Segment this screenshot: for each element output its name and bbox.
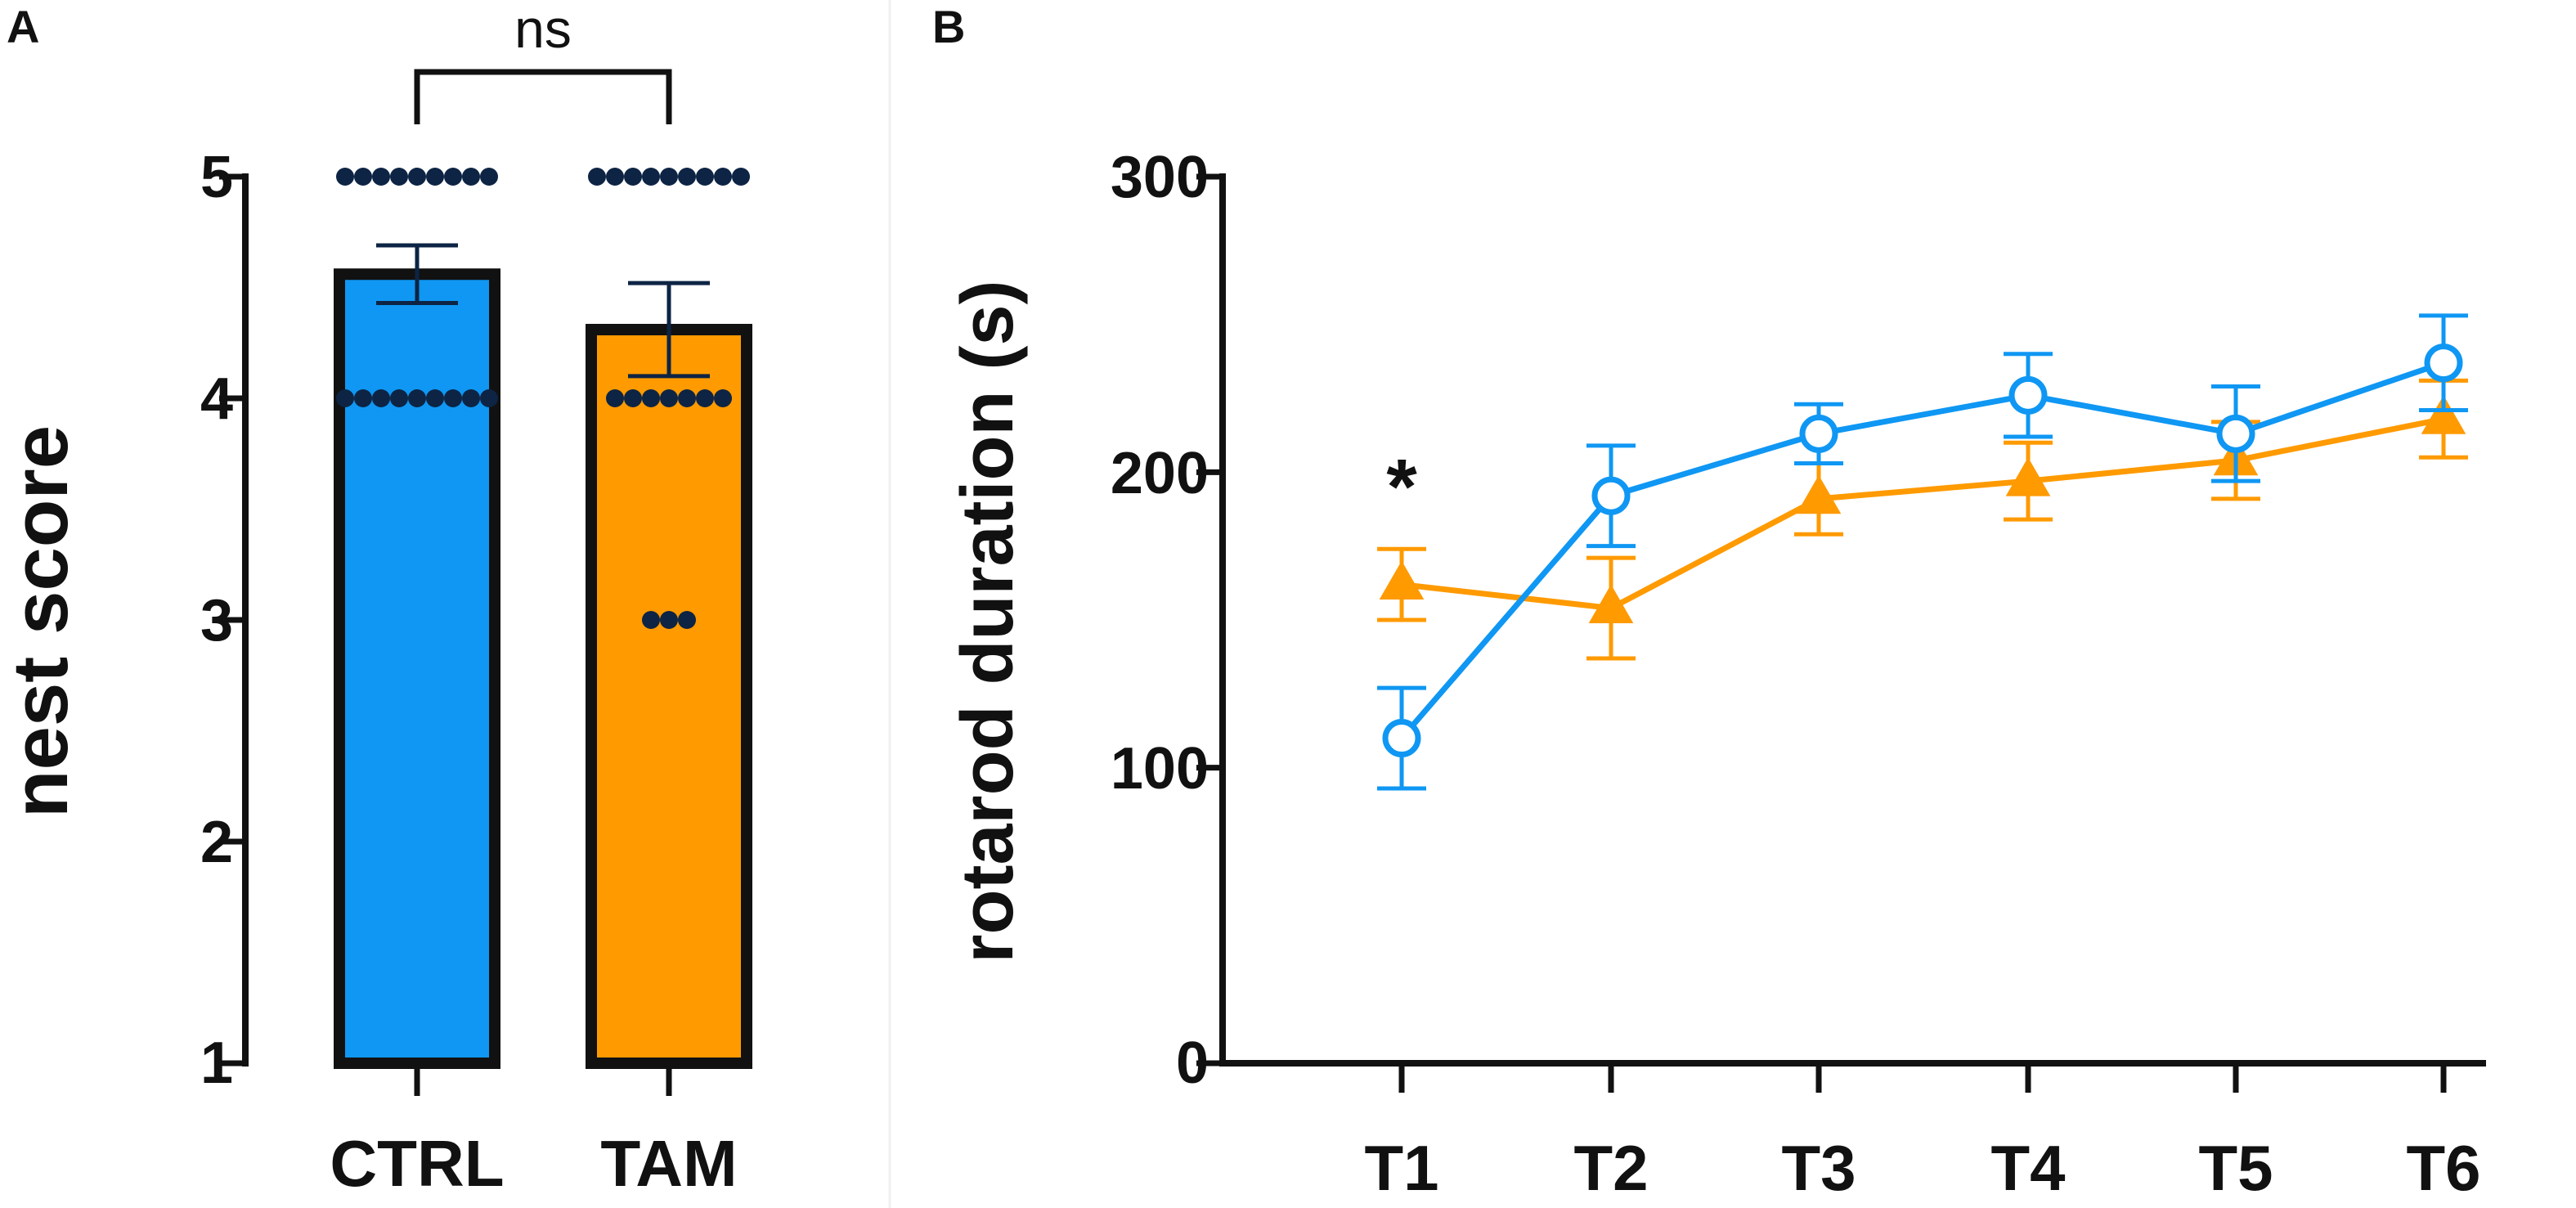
series-line — [1399, 360, 2445, 740]
data-point — [678, 611, 696, 629]
data-point — [426, 168, 444, 186]
panel-b: B rotarod duration (s) 0 100 200 300 T1 … — [932, 1, 2486, 1204]
panel-b-y-tick-labels: 0 100 200 300 — [1111, 145, 1209, 1096]
data-point — [480, 168, 498, 186]
marker-circle — [1382, 719, 1421, 758]
a-ytick-label: 5 — [200, 145, 233, 210]
panel-a-y-axis-title: nest score — [0, 425, 84, 818]
significance-label-ns: ns — [514, 0, 572, 59]
data-point — [354, 389, 372, 407]
panel-b-label: B — [932, 1, 965, 52]
data-point — [444, 168, 462, 186]
significance-bracket — [414, 69, 672, 124]
data-point — [642, 389, 660, 407]
data-point — [408, 389, 426, 407]
data-point — [606, 389, 624, 407]
panel-a: A nest score 1 2 3 4 5 CTRL TAM ns — [0, 0, 752, 1200]
data-point — [660, 389, 678, 407]
marker-triangle — [2005, 457, 2051, 496]
data-point — [462, 389, 480, 407]
a-xtick-label-tam: TAM — [600, 1127, 737, 1200]
data-point — [588, 168, 606, 186]
data-point — [678, 168, 696, 186]
marker-circle — [2216, 414, 2255, 453]
data-point — [408, 168, 426, 186]
panel-a-label: A — [7, 1, 39, 52]
marker-circle — [2424, 344, 2463, 383]
b-xtick-label: T6 — [2406, 1132, 2480, 1204]
panel-b-y-axis-title: rotarod duration (s) — [947, 281, 1029, 963]
panel-a-error-bars — [376, 243, 710, 379]
data-point — [606, 168, 624, 186]
marker-circle — [1591, 476, 1631, 515]
a-ytick-label: 3 — [200, 588, 233, 653]
b-xtick-label: T3 — [1781, 1132, 1856, 1204]
marker-triangle — [1796, 474, 1842, 514]
b-ytick-label: 300 — [1111, 145, 1209, 210]
data-point — [390, 168, 408, 186]
panel-a-axes — [219, 173, 672, 1096]
data-point — [660, 611, 678, 629]
data-point — [462, 168, 480, 186]
data-point — [336, 168, 354, 186]
series-ctrl — [1377, 313, 2468, 791]
panel-a-y-tick-labels: 1 2 3 4 5 — [200, 145, 233, 1096]
marker-circle — [2008, 375, 2048, 415]
data-point — [336, 389, 354, 407]
data-point — [642, 611, 660, 629]
data-point — [624, 168, 642, 186]
marker-circle — [1799, 414, 1838, 453]
data-point — [642, 168, 660, 186]
data-point — [714, 389, 732, 407]
panel-b-axes — [1196, 173, 2486, 1093]
data-point — [354, 168, 372, 186]
a-xtick-label-ctrl: CTRL — [330, 1127, 504, 1200]
data-point — [696, 389, 714, 407]
a-ytick-label: 1 — [200, 1031, 233, 1096]
b-ytick-label: 0 — [1176, 1031, 1209, 1096]
marker-triangle — [1379, 560, 1425, 600]
a-ytick-label: 4 — [200, 366, 233, 432]
panel-a-points — [336, 168, 750, 629]
b-xtick-label: T4 — [1990, 1132, 2065, 1204]
significance-asterisk: * — [1386, 443, 1417, 531]
series-tam — [1377, 378, 2468, 661]
data-point — [480, 389, 498, 407]
a-ytick-label: 2 — [200, 810, 233, 875]
bar-tam — [586, 323, 752, 1069]
panel-b-x-tick-labels: T1 T2 T3 T4 T5 T6 — [1364, 1132, 2480, 1204]
data-point — [696, 168, 714, 186]
data-point — [678, 389, 696, 407]
data-point — [444, 389, 462, 407]
data-point — [732, 168, 750, 186]
panel-a-x-tick-labels: CTRL TAM — [330, 1127, 737, 1200]
data-point — [660, 168, 678, 186]
data-point — [372, 168, 390, 186]
series-line — [1401, 415, 2444, 612]
b-xtick-label: T5 — [2198, 1132, 2273, 1204]
data-point — [372, 389, 390, 407]
panel-b-series — [1377, 313, 2468, 791]
data-point — [426, 389, 444, 407]
b-ytick-label: 100 — [1111, 736, 1209, 802]
marker-triangle — [2421, 395, 2466, 434]
data-point — [624, 389, 642, 407]
b-xtick-label: T1 — [1364, 1132, 1438, 1204]
b-xtick-label: T2 — [1573, 1132, 1648, 1204]
b-ytick-label: 200 — [1111, 441, 1209, 506]
data-point — [390, 389, 408, 407]
data-point — [714, 168, 732, 186]
marker-triangle — [1588, 584, 1634, 623]
